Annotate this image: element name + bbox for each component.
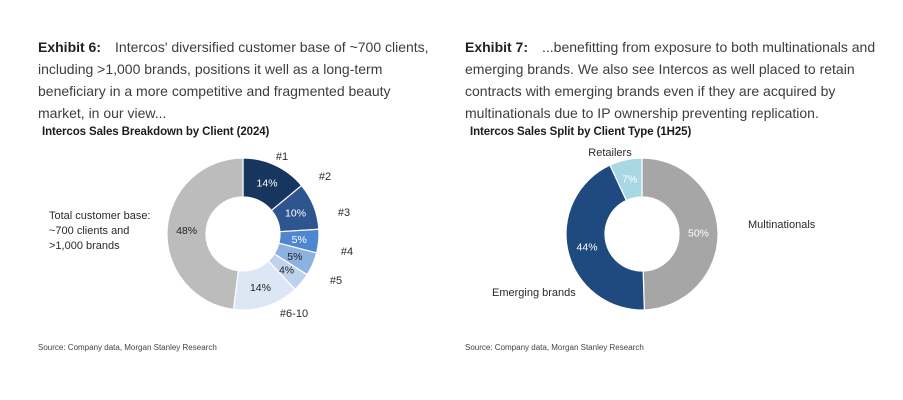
client-outer-label-2: #2: [319, 171, 331, 183]
client-outer-label-4: #4: [341, 246, 353, 258]
client-type-legend-multinationals: Multinationals: [748, 219, 816, 231]
client-type-label-retailers: 7%: [622, 173, 637, 185]
exhibit-7-description: ...benefitting from exposure to both mul…: [465, 39, 876, 121]
exhibit-7-source: Source: Company data, Morgan Stanley Res…: [465, 343, 644, 352]
client-label-2: 10%: [285, 208, 306, 220]
client-label-1: 14%: [257, 177, 278, 189]
client-label-4: 5%: [287, 251, 302, 263]
exhibit-6-text-block: Exhibit 6: Intercos' diversified customer…: [38, 36, 430, 124]
client-slice-other: [166, 157, 244, 311]
customer-base-annotation-line: >1,000 brands: [49, 240, 120, 252]
exhibit-7-text-block: Exhibit 7: ...benefitting from exposure t…: [465, 36, 885, 124]
client-type-label-emerging-brands: 44%: [577, 242, 598, 254]
exhibit-6-label: Exhibit 6:: [38, 39, 102, 55]
client-type-slice-emerging-brands: [565, 164, 645, 311]
client-type-donut-chart: 50% 44% 7% Multinationals Emerging brands Ret…: [492, 147, 816, 311]
client-type-slice-multinationals: [641, 157, 719, 311]
client-outer-label-1: #1: [276, 151, 288, 163]
client-type-legend-retailers: Retailers: [588, 147, 632, 159]
exhibit-7-panel: Exhibit 7: ...benefitting from exposure t…: [430, 0, 903, 400]
client-type-legend-emerging-brands: Emerging brands: [492, 287, 576, 299]
exhibit-6-panel: Exhibit 6: Intercos' diversified customer…: [0, 0, 430, 400]
client-label-3: 5%: [292, 234, 307, 246]
client-outer-label-6-10: #6-10: [280, 308, 308, 320]
client-type-label-multinationals: 50%: [688, 228, 709, 240]
client-outer-label-5: #5: [330, 275, 342, 287]
exhibit-6-description: Intercos' diversified customer base of ~…: [38, 39, 429, 121]
client-label-5: 4%: [279, 265, 294, 277]
client-breakdown-donut-chart: 14% 10% 5% 5% 4% 14% 48% #1 #2 #3 #4 #5 #6-10 Total c…: [49, 151, 353, 320]
client-label-other: 48%: [176, 225, 197, 237]
customer-base-annotation-line: Total customer base:: [49, 210, 151, 222]
exhibit-7-label: Exhibit 7:: [465, 39, 529, 55]
chart-2-title: Intercos Sales Split by Client Type (1H2…: [470, 126, 692, 138]
client-label-6-10: 14%: [250, 282, 271, 294]
chart-1-title: Intercos Sales Breakdown by Client (2024…: [42, 126, 270, 138]
customer-base-annotation-line: ~700 clients and: [49, 225, 129, 237]
client-outer-label-3: #3: [338, 207, 350, 219]
exhibit-6-source: Source: Company data, Morgan Stanley Res…: [38, 343, 217, 352]
client-type-slice-retailers: [609, 157, 643, 202]
